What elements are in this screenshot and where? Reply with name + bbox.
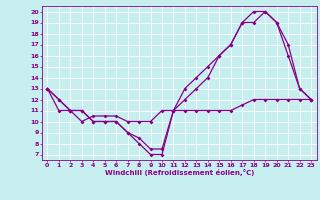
X-axis label: Windchill (Refroidissement éolien,°C): Windchill (Refroidissement éolien,°C): [105, 169, 254, 176]
